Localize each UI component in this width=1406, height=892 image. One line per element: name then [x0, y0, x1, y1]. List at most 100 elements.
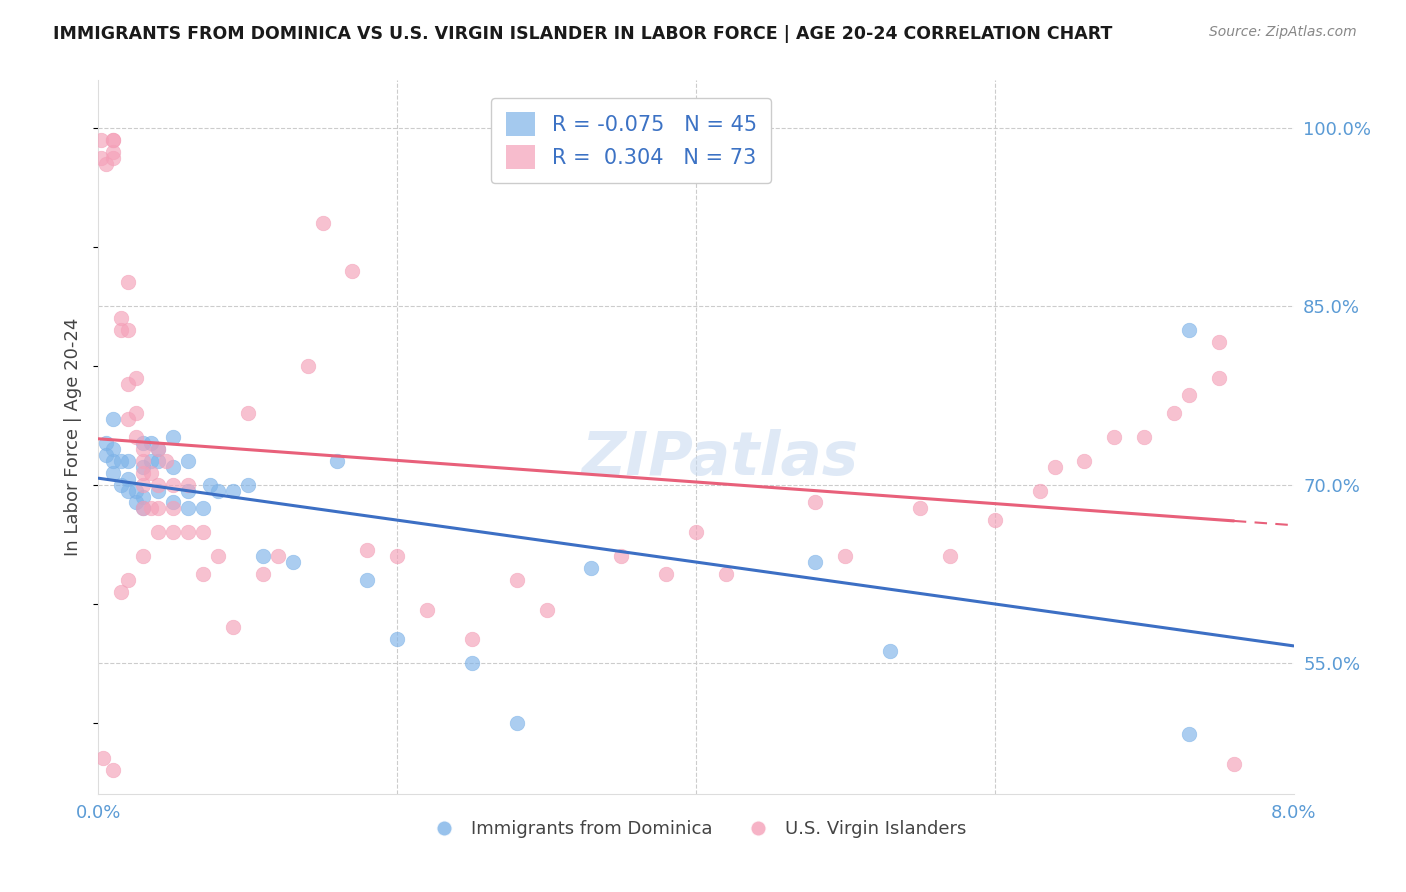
Point	[132, 436, 155, 450]
Point	[90, 151, 112, 165]
Point	[416, 602, 439, 616]
Point	[162, 477, 184, 491]
Point	[177, 525, 200, 540]
Point	[94, 156, 117, 170]
Point	[191, 525, 214, 540]
Point	[117, 573, 139, 587]
Point	[148, 477, 170, 491]
Point	[252, 549, 274, 563]
Point	[536, 602, 558, 616]
Point	[984, 513, 1007, 527]
Point	[148, 501, 170, 516]
Point	[110, 477, 132, 491]
Point	[252, 566, 274, 581]
Point	[162, 430, 184, 444]
Point	[148, 442, 170, 456]
Point	[110, 323, 132, 337]
Point	[1073, 454, 1095, 468]
Point	[117, 376, 139, 391]
Point	[139, 436, 162, 450]
Point	[207, 549, 229, 563]
Point	[356, 573, 378, 587]
Point	[139, 466, 162, 480]
Point	[132, 549, 155, 563]
Y-axis label: In Labor Force | Age 20-24: In Labor Force | Age 20-24	[65, 318, 83, 557]
Point	[207, 483, 229, 498]
Point	[267, 549, 290, 563]
Point	[139, 501, 162, 516]
Point	[162, 525, 184, 540]
Point	[177, 501, 200, 516]
Point	[132, 442, 155, 456]
Point	[655, 566, 678, 581]
Point	[581, 561, 603, 575]
Point	[125, 406, 148, 420]
Point	[103, 442, 125, 456]
Point	[117, 472, 139, 486]
Point	[685, 525, 707, 540]
Point	[177, 454, 200, 468]
Point	[148, 483, 170, 498]
Point	[281, 555, 304, 569]
Text: Source: ZipAtlas.com: Source: ZipAtlas.com	[1209, 25, 1357, 39]
Point	[125, 483, 148, 498]
Text: IMMIGRANTS FROM DOMINICA VS U.S. VIRGIN ISLANDER IN LABOR FORCE | AGE 20-24 CORR: IMMIGRANTS FROM DOMINICA VS U.S. VIRGIN …	[53, 25, 1112, 43]
Point	[1043, 459, 1066, 474]
Point	[117, 412, 139, 426]
Point	[103, 412, 125, 426]
Point	[236, 406, 259, 420]
Point	[103, 145, 125, 159]
Point	[191, 501, 214, 516]
Point	[297, 359, 319, 373]
Point	[610, 549, 633, 563]
Point	[1208, 370, 1230, 384]
Point	[1104, 430, 1126, 444]
Point	[117, 454, 139, 468]
Point	[177, 483, 200, 498]
Point	[90, 133, 112, 147]
Point	[103, 151, 125, 165]
Point	[148, 454, 170, 468]
Point	[356, 543, 378, 558]
Point	[385, 632, 409, 647]
Point	[385, 549, 409, 563]
Point	[103, 454, 125, 468]
Point	[110, 584, 132, 599]
Point	[506, 715, 529, 730]
Point	[94, 448, 117, 462]
Point	[804, 495, 827, 509]
Point	[342, 263, 364, 277]
Point	[326, 454, 349, 468]
Point	[939, 549, 962, 563]
Point	[132, 501, 155, 516]
Point	[162, 459, 184, 474]
Point	[804, 555, 827, 569]
Point	[1178, 727, 1201, 741]
Point	[1178, 323, 1201, 337]
Point	[91, 751, 114, 765]
Point	[148, 525, 170, 540]
Point	[834, 549, 856, 563]
Point	[222, 483, 245, 498]
Point	[162, 501, 184, 516]
Point	[117, 323, 139, 337]
Point	[139, 454, 162, 468]
Point	[103, 133, 125, 147]
Point	[879, 644, 901, 658]
Point	[117, 276, 139, 290]
Point	[125, 370, 148, 384]
Point	[162, 495, 184, 509]
Point	[200, 477, 222, 491]
Point	[311, 216, 333, 230]
Point	[191, 566, 214, 581]
Point	[103, 466, 125, 480]
Point	[132, 477, 155, 491]
Point	[125, 430, 148, 444]
Point	[461, 656, 484, 670]
Point	[1178, 388, 1201, 402]
Point	[132, 454, 155, 468]
Point	[132, 501, 155, 516]
Point	[1208, 334, 1230, 349]
Point	[506, 573, 529, 587]
Point	[1133, 430, 1156, 444]
